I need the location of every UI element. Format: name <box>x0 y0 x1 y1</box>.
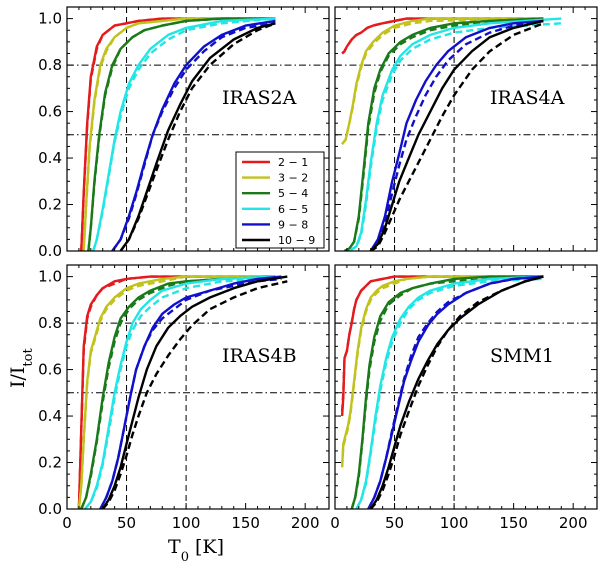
series-line-10-9-solid <box>369 275 544 509</box>
y-tick-label: 0.4 <box>38 149 62 167</box>
series-line-3-2-dashed <box>340 275 544 468</box>
legend-label: 5 − 4 <box>278 187 308 200</box>
series-line-9-8-dashed <box>111 22 276 251</box>
series-line-10-9-dashed <box>369 275 544 509</box>
series-line-10-9-solid <box>369 19 544 251</box>
series-line-9-8-solid <box>369 19 544 251</box>
y-tick-label: 0.6 <box>38 361 62 379</box>
x-tick-label: 200 <box>559 514 588 532</box>
x-tick-label: 200 <box>291 514 320 532</box>
series-line-3-2-dashed <box>77 275 276 509</box>
panel-frame <box>334 264 598 510</box>
y-tick-label: 0.2 <box>38 454 62 472</box>
series-line-10-9-dashed <box>370 22 544 251</box>
legend: 2 − 1 3 − 2 5 − 4 6 − 5 9 − 8 10 − 9 <box>235 151 325 249</box>
y-tick-label: 0.4 <box>38 407 62 425</box>
panel-smm1: 0 50 100 150 200 SMM1 <box>330 264 598 532</box>
panel-label: IRAS2A <box>222 87 297 109</box>
x-tick-label: 100 <box>440 514 469 532</box>
y-tick-label: 0.8 <box>38 314 62 332</box>
x-axis-label-subscript: 0 <box>181 550 189 561</box>
panel-label: IRAS4B <box>222 345 297 367</box>
series-line-9-8-dashed <box>367 275 544 509</box>
series-line-6-5-dashed <box>348 22 562 251</box>
y-tick-label: 0.8 <box>38 56 62 74</box>
series-group <box>340 275 544 509</box>
legend-box <box>235 151 325 249</box>
series-line-5-4-dashed <box>350 275 544 509</box>
x-tick-label: 150 <box>499 514 528 532</box>
x-tick-label: 50 <box>117 514 136 532</box>
series-line-3-2-dashed <box>341 17 544 145</box>
panel-label: IRAS4A <box>490 87 565 109</box>
x-axis-label-unit: [K] <box>189 536 224 558</box>
series-line-10-9-dashed <box>101 280 288 509</box>
series-group <box>77 275 288 509</box>
series-line-5-4-dashed <box>80 275 276 509</box>
series-line-3-2-solid <box>341 17 544 145</box>
series-group <box>80 17 276 251</box>
series-line-6-5-dashed <box>355 277 544 509</box>
y-tick-label: 0.0 <box>38 242 62 260</box>
panel-label: SMM1 <box>490 345 554 367</box>
series-line-9-8-dashed <box>99 277 282 509</box>
panel-iras2a: 0.0 0.2 0.4 0.6 0.8 1.0 IRAS2A 2 − 1 3 − 2 5 − 4 6… <box>38 6 330 260</box>
legend-label: 9 − 8 <box>278 218 308 231</box>
series-line-9-8-dashed <box>369 19 544 251</box>
panel-iras4b: 0 50 100 150 200 0.0 0.2 0.4 0.6 0.8 1.0 IRAS4B <box>38 264 330 532</box>
y-tick-label: 1.0 <box>38 10 62 28</box>
series-line-6-5-dashed <box>83 277 276 509</box>
series-line-2-1-dashed <box>80 17 276 251</box>
series-line-5-4-dashed <box>343 17 544 251</box>
series-line-10-9-dashed <box>119 22 276 251</box>
y-tick-label: 0.2 <box>38 196 62 214</box>
legend-label: 10 − 9 <box>278 234 315 247</box>
legend-label: 3 − 2 <box>278 172 308 185</box>
series-line-5-4-dashed <box>87 17 276 251</box>
x-tick-label: 0 <box>330 514 340 532</box>
series-line-3-2-dashed <box>82 17 276 251</box>
x-tick-label: 50 <box>385 514 404 532</box>
y-axis-label: I/Itot <box>7 348 36 388</box>
y-axis-label-subscript: tot <box>21 348 36 367</box>
series-line-2-1-dashed <box>77 275 276 509</box>
series-line-6-5-solid <box>92 17 276 251</box>
panel-iras4a: IRAS4A <box>334 6 598 252</box>
x-tick-label: 150 <box>231 514 260 532</box>
series-line-2-1-dashed <box>341 17 544 55</box>
x-tick-label: 100 <box>172 514 201 532</box>
series-line-2-1-dashed <box>340 275 544 412</box>
series-line-10-9-solid <box>101 275 288 509</box>
y-tick-label: 1.0 <box>38 268 62 286</box>
y-tick-label: 0.6 <box>38 103 62 121</box>
legend-label: 2 − 1 <box>278 156 308 169</box>
x-tick-label: 0 <box>62 514 72 532</box>
series-group <box>341 17 562 251</box>
series-line-6-5-dashed <box>92 17 276 251</box>
legend-label: 6 − 5 <box>278 203 308 216</box>
x-axis-label: T0 [K] <box>168 536 224 561</box>
y-tick-label: 0.0 <box>38 500 62 518</box>
